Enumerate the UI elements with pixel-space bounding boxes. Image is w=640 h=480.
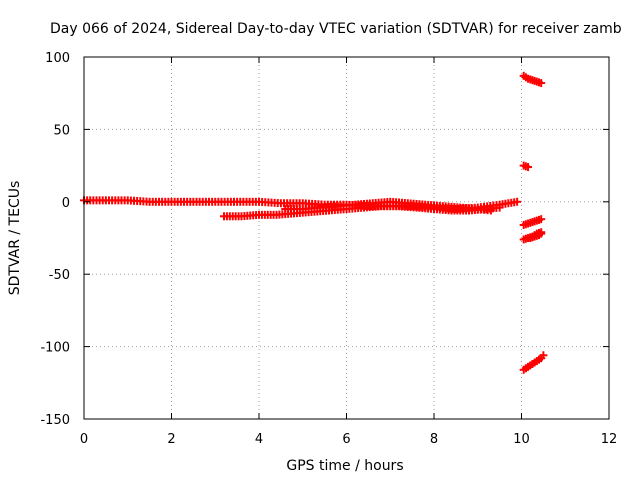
x-tick-label: 10	[513, 432, 530, 447]
y-tick-label: -100	[40, 341, 70, 356]
data-point	[486, 206, 495, 215]
data-point	[539, 351, 548, 360]
x-tick-label: 8	[430, 432, 438, 447]
data-point	[537, 79, 546, 88]
x-tick-label: 12	[601, 432, 618, 447]
axis-ticks: 0 2 4 6 8 10 12 -150 -100 -50 0 50 100	[40, 51, 617, 447]
data-point	[537, 215, 546, 224]
y-tick-label: 100	[45, 51, 70, 66]
x-tick-label: 2	[167, 432, 175, 447]
data-point	[513, 197, 522, 206]
y-tick-label: -50	[49, 268, 70, 283]
x-tick-label: 4	[255, 432, 263, 447]
data-points	[80, 71, 548, 374]
y-axis-label: SDTVAR / TECUs	[7, 181, 23, 296]
data-point	[524, 163, 533, 172]
x-tick-label: 0	[80, 432, 88, 447]
chart-title: Day 066 of 2024, Sidereal Day-to-day VTE…	[50, 21, 622, 37]
y-tick-label: -150	[40, 413, 70, 428]
data-point	[537, 229, 546, 238]
x-axis-label: GPS time / hours	[286, 458, 403, 474]
y-tick-label: 50	[53, 123, 70, 138]
y-tick-label: 0	[62, 196, 70, 211]
grid	[84, 57, 609, 419]
data-point	[495, 203, 504, 212]
x-tick-label: 6	[342, 432, 350, 447]
